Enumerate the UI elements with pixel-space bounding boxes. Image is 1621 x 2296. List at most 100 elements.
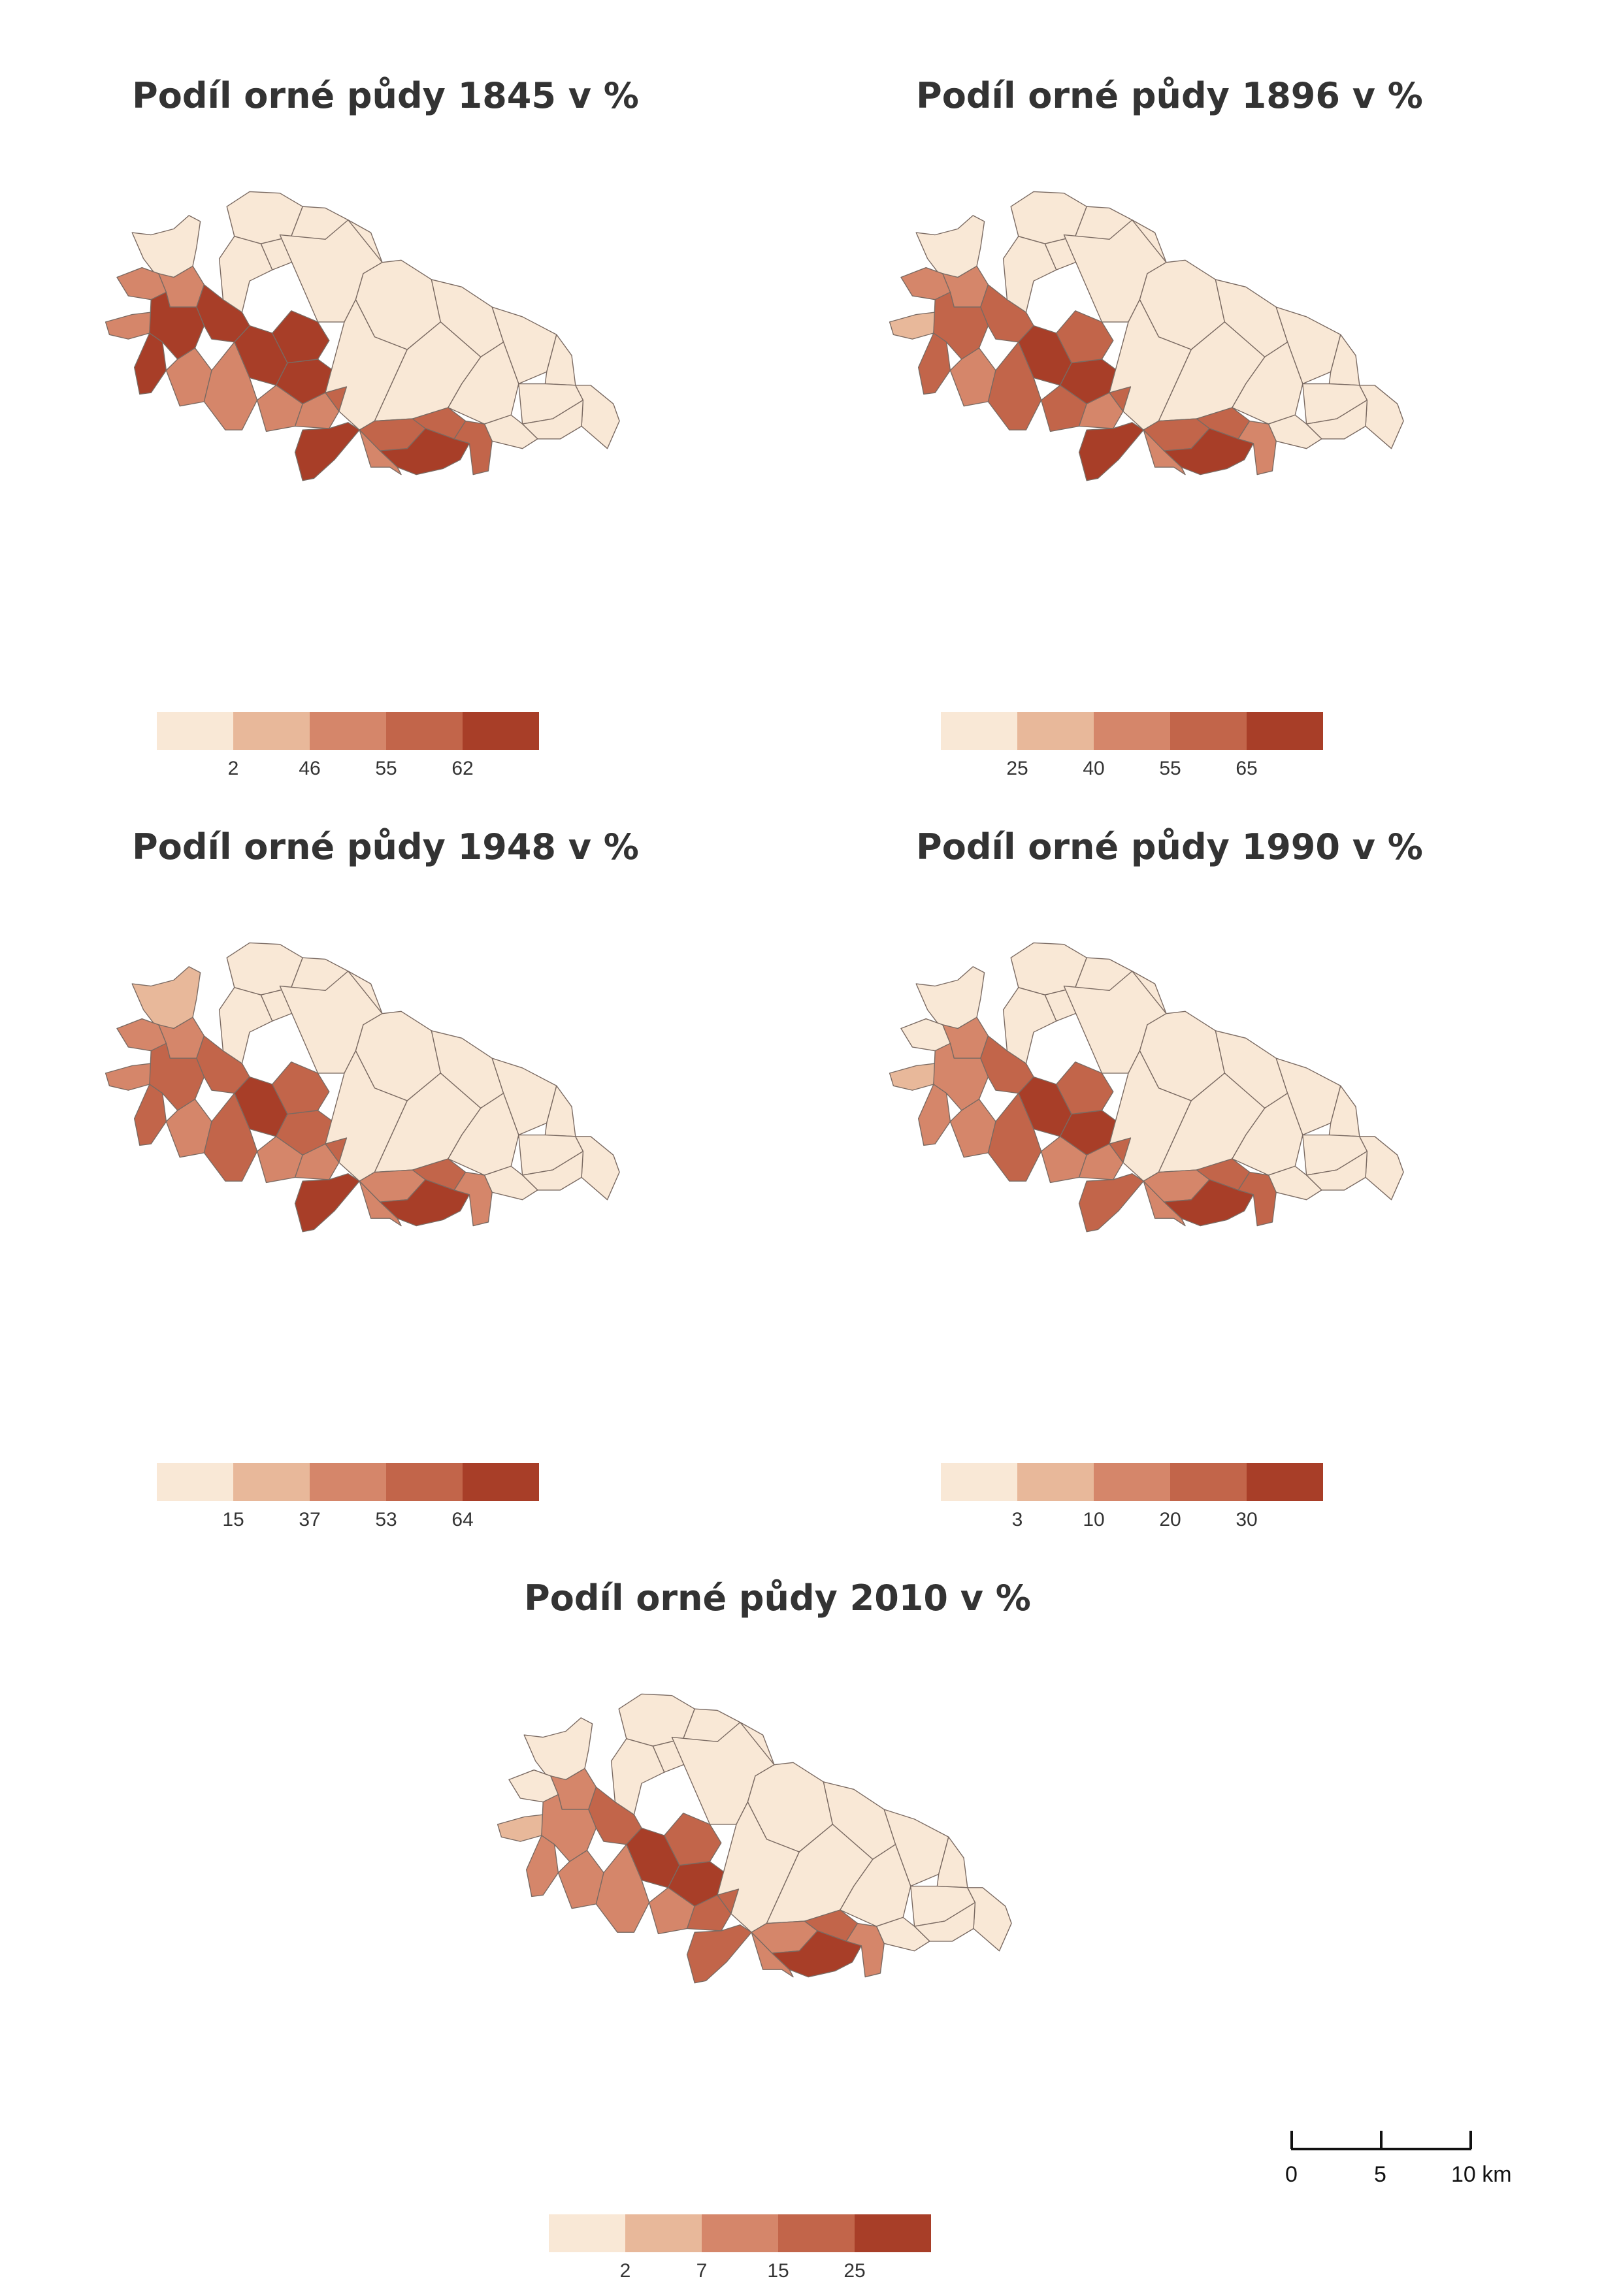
scale-tick-label: 5 <box>1374 2162 1386 2187</box>
legend-swatch-5 <box>855 2214 931 2252</box>
municipality-region <box>987 1092 1042 1182</box>
legend-swatch-4 <box>778 2214 855 2252</box>
legend-swatch-1 <box>157 712 233 750</box>
municipality-region <box>218 987 273 1064</box>
municipalities-group <box>497 1693 1012 1984</box>
scale-bar-graphic <box>1290 2131 1472 2150</box>
municipality-region <box>105 312 152 340</box>
map-title: Podíl orné půdy 1990 v % <box>916 826 1423 867</box>
legend-swatch-1 <box>941 1463 1017 1501</box>
legend: 2 46 55 62 <box>157 712 539 779</box>
legend-break-label: 53 <box>375 1509 397 1530</box>
municipality-region <box>131 966 201 1029</box>
legend-swatch-4 <box>1170 1463 1247 1501</box>
municipality-region <box>379 428 470 476</box>
legend-swatch-4 <box>386 712 463 750</box>
legend-break-label: 64 <box>451 1509 474 1530</box>
legend-color-bar <box>941 712 1323 750</box>
municipality-region <box>523 1717 593 1781</box>
legend-swatch-2 <box>1017 1463 1094 1501</box>
scale-tick-label: 10 km <box>1451 2162 1512 2187</box>
legend-break-label: 10 <box>1083 1509 1105 1530</box>
legend-break-label: 15 <box>767 2260 789 2282</box>
municipality-region <box>771 1930 862 1978</box>
municipality-region <box>133 332 167 395</box>
municipality-region <box>1143 429 1186 476</box>
legend-swatch-4 <box>386 1463 463 1501</box>
legend-break-label: 2 <box>619 2260 631 2282</box>
municipality-region <box>1163 1179 1254 1227</box>
municipality-region <box>359 429 402 476</box>
choropleth-map <box>105 942 620 1233</box>
municipality-region <box>379 1179 470 1227</box>
municipality-region <box>917 332 951 395</box>
municipality-region <box>1143 1180 1186 1227</box>
choropleth-map <box>889 942 1404 1233</box>
municipality-region <box>1078 422 1144 481</box>
legend-color-bar <box>157 1463 539 1501</box>
legend-swatch-2 <box>1017 712 1094 750</box>
municipality-region <box>595 1843 650 1933</box>
map-panel-1896: Podíl orné půdy 1896 v % 25 40 55 65 <box>810 75 1529 794</box>
municipalities-group <box>105 191 620 481</box>
legend-break-label: 25 <box>1006 758 1028 779</box>
municipality-region <box>294 422 360 481</box>
municipality-region <box>751 1932 794 1978</box>
municipality-region <box>915 966 985 1029</box>
municipality-region <box>105 1063 152 1091</box>
map-panel-1990: Podíl orné půdy 1990 v % 3 10 20 30 <box>810 826 1529 1545</box>
legend-color-bar <box>157 712 539 750</box>
choropleth-map <box>497 1693 1012 1984</box>
legend-swatch-3 <box>702 2214 778 2252</box>
legend-break-label: 62 <box>451 758 474 779</box>
municipality-region <box>1268 1165 1322 1201</box>
municipality-region <box>610 1738 665 1815</box>
municipality-region <box>359 1180 402 1227</box>
municipalities-group <box>889 191 1404 481</box>
municipality-region <box>1002 987 1057 1064</box>
legend-break-label: 37 <box>299 1509 321 1530</box>
legend: 25 40 55 65 <box>941 712 1323 779</box>
map-panel-1845: Podíl orné půdy 1845 v % 2 46 55 62 <box>26 75 745 794</box>
legend-swatch-5 <box>463 1463 539 1501</box>
legend-break-label: 65 <box>1236 758 1258 779</box>
municipality-region <box>294 1173 360 1233</box>
legend-break-label: 55 <box>375 758 397 779</box>
scale-bar: 0 5 10 km <box>1285 2123 1512 2201</box>
legend-swatch-1 <box>941 712 1017 750</box>
municipality-region <box>483 414 538 449</box>
legend-swatch-4 <box>1170 712 1247 750</box>
municipality-region <box>131 215 201 278</box>
legend: 15 37 53 64 <box>157 1463 539 1530</box>
legend-swatch-3 <box>310 1463 386 1501</box>
municipality-region <box>203 1092 258 1182</box>
municipality-region <box>483 1165 538 1201</box>
municipality-region <box>915 215 985 278</box>
map-panel-2010: Podíl orné půdy 2010 v % 2 7 15 25 <box>418 1577 1137 2296</box>
map-title: Podíl orné půdy 1948 v % <box>132 826 639 867</box>
legend-color-bar <box>549 2214 931 2252</box>
municipality-region <box>525 1835 559 1898</box>
municipality-region <box>218 236 273 313</box>
municipalities-group <box>105 942 620 1233</box>
legend-swatch-2 <box>233 1463 310 1501</box>
legend-break-label: 25 <box>843 2260 866 2282</box>
scale-tick-label: 0 <box>1285 2162 1298 2187</box>
legend-break-label: 46 <box>299 758 321 779</box>
municipalities-group <box>889 942 1404 1233</box>
municipality-region <box>686 1924 752 1984</box>
municipality-region <box>1078 1173 1144 1233</box>
map-title: Podíl orné půdy 1845 v % <box>132 75 639 116</box>
map-title: Podíl orné půdy 1896 v % <box>916 75 1423 116</box>
municipality-region <box>497 1814 544 1842</box>
municipality-region <box>1002 236 1057 313</box>
legend-break-label: 40 <box>1083 758 1105 779</box>
legend-swatch-5 <box>463 712 539 750</box>
legend: 3 10 20 30 <box>941 1463 1323 1530</box>
legend-swatch-1 <box>549 2214 625 2252</box>
map-title: Podíl orné půdy 2010 v % <box>524 1577 1031 1619</box>
legend-swatch-5 <box>1247 712 1323 750</box>
legend-break-label: 7 <box>696 2260 708 2282</box>
municipality-region <box>876 1916 930 1952</box>
legend-swatch-3 <box>1094 712 1170 750</box>
